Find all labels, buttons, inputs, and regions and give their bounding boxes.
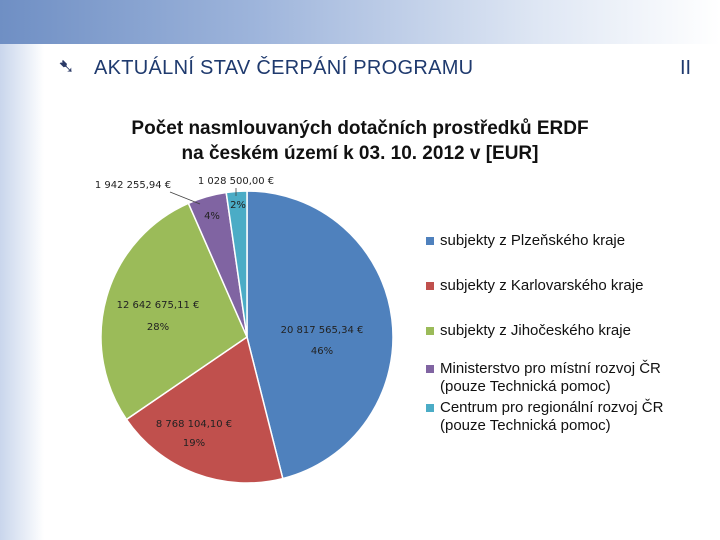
value-label-3: 1 942 255,94 € <box>95 180 171 191</box>
chart-legend: subjekty z Plzeňského kraje subjekty z Ka… <box>426 232 706 435</box>
legend-swatch-0 <box>426 237 434 245</box>
pie-slice-2 <box>100 202 248 421</box>
legend-swatch-3 <box>426 365 434 373</box>
chart-title-line-1: Počet nasmlouvaných dotačních prostředků… <box>131 118 589 139</box>
percent-label-3: 4% <box>204 211 220 222</box>
legend-label-3-1: (pouze Technická pomoc) <box>440 378 611 395</box>
pie-slice-1 <box>125 335 284 484</box>
legend-label-1-0: subjekty z Karlovarského kraje <box>440 277 644 294</box>
pie-slice-4 <box>225 190 248 338</box>
value-label-2: 12 642 675,11 € <box>117 300 200 311</box>
legend-item-0: subjekty z Plzeňského kraje <box>426 232 706 250</box>
legend-item-4: Centrum pro regionální rozvoj ČR (pouze T… <box>426 399 706 435</box>
value-label-1: 8 768 104,10 € <box>156 419 232 430</box>
value-label-0: 20 817 565,34 € <box>281 325 364 336</box>
legend-label-3-0: Ministerstvo pro místní rozvoj ČR <box>440 360 661 377</box>
value-label-4: 1 028 500,00 € <box>198 176 274 187</box>
legend-label-0-0: subjekty z Plzeňského kraje <box>440 232 626 249</box>
legend-item-1: subjekty z Karlovarského kraje <box>426 277 706 295</box>
legend-label-2-0: subjekty z Jihočeského kraje <box>440 322 631 339</box>
percent-label-1: 19% <box>183 438 205 449</box>
percent-label-4: 2% <box>230 200 246 211</box>
percent-label-0: 46% <box>311 346 333 357</box>
leader-line-3 <box>169 191 201 205</box>
header-band <box>0 0 720 44</box>
slide-number: II <box>680 57 692 79</box>
slide-title: AKTUÁLNÍ STAV ČERPÁNÍ PROGRAMU <box>94 57 474 79</box>
legend-item-3: Ministerstvo pro místní rozvoj ČR (pouze … <box>426 360 706 396</box>
legend-swatch-4 <box>426 404 434 412</box>
side-band <box>0 44 44 540</box>
legend-swatch-1 <box>426 282 434 290</box>
pie-slice-0 <box>246 190 394 480</box>
percent-label-2: 28% <box>147 322 169 333</box>
legend-item-2: subjekty z Jihočeského kraje <box>426 322 706 340</box>
title-bullet-icon: ➷ <box>58 54 75 78</box>
chart-title: Počet nasmlouvaných dotačních prostředků… <box>110 116 610 166</box>
legend-swatch-2 <box>426 327 434 335</box>
legend-label-4-1: (pouze Technická pomoc) <box>440 417 611 434</box>
legend-label-4-0: Centrum pro regionální rozvoj ČR <box>440 399 664 416</box>
chart-title-line-2: na českém území k 03. 10. 2012 v [EUR] <box>181 143 539 164</box>
